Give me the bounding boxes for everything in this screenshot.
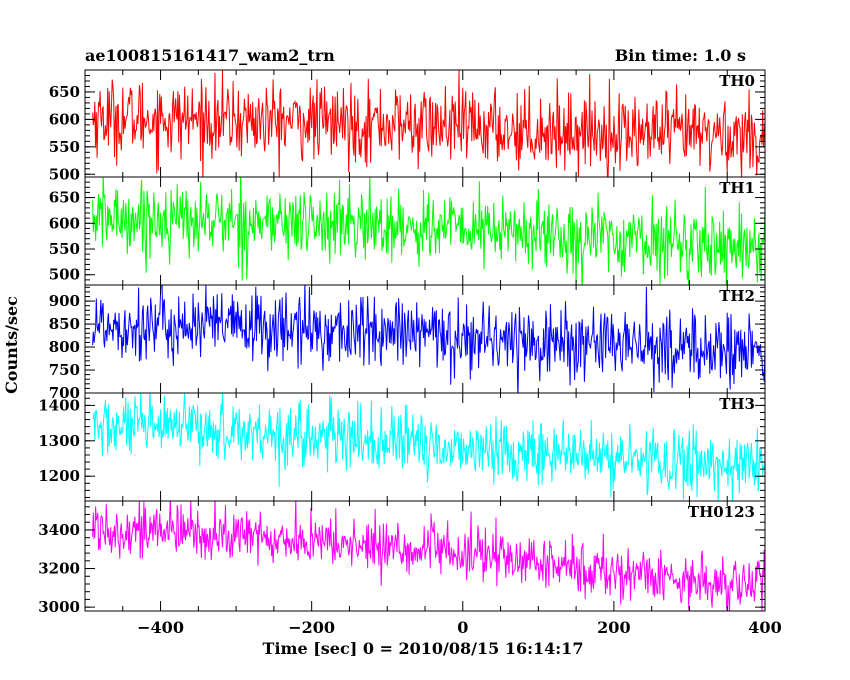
y-tick-label: 3400 bbox=[38, 521, 80, 539]
y-tick-label: 850 bbox=[49, 315, 80, 333]
x-tick-label: 0 bbox=[457, 618, 468, 637]
x-tick-label: 400 bbox=[748, 618, 781, 637]
chart-title: ae100815161417_wam2_trn bbox=[85, 46, 335, 65]
panel-th0: 500 550 600 650 TH0 bbox=[49, 69, 766, 183]
panel-label-th3: TH3 bbox=[719, 395, 755, 413]
bin-time-label: Bin time: 1.0 s bbox=[615, 46, 746, 65]
y-tick-label: 650 bbox=[49, 189, 80, 207]
panel-label-th2: TH2 bbox=[719, 287, 755, 305]
series-line-th0123 bbox=[92, 501, 765, 611]
x-tick-label: −400 bbox=[137, 618, 184, 637]
series-line-th0 bbox=[92, 70, 765, 177]
panel-label-th0: TH0 bbox=[719, 72, 755, 90]
panels-group: 500 550 600 650 TH0 500 550 600 650 TH1 700 750 800 8… bbox=[38, 69, 782, 637]
x-tick-label: −200 bbox=[288, 618, 335, 637]
series-line-th3 bbox=[92, 393, 765, 501]
panel-label-th0123: TH0123 bbox=[688, 503, 755, 521]
y-tick-label: 750 bbox=[49, 361, 80, 379]
y-tick-label: 1200 bbox=[38, 467, 80, 485]
y-tick-label: 550 bbox=[49, 240, 80, 258]
y-tick-label: 900 bbox=[49, 292, 80, 310]
y-tick-label: 550 bbox=[49, 138, 80, 156]
series-line-th2 bbox=[92, 285, 765, 393]
y-tick-label: 600 bbox=[49, 214, 80, 232]
y-tick-label: 500 bbox=[49, 165, 80, 183]
panel-th2: 700 750 800 850 900 TH2 bbox=[49, 284, 766, 402]
y-tick-label: 3000 bbox=[38, 598, 80, 616]
series-line-th1 bbox=[92, 177, 765, 285]
x-axis-label: Time [sec] 0 = 2010/08/15 16:14:17 bbox=[263, 639, 584, 658]
panel-th1: 500 550 600 650 TH1 bbox=[49, 176, 766, 286]
y-tick-label: 1300 bbox=[38, 432, 80, 450]
panel-th0123: 3000 3200 3400 TH0123 bbox=[38, 500, 766, 616]
y-tick-label: 500 bbox=[49, 266, 80, 284]
y-tick-label: 700 bbox=[49, 384, 80, 402]
y-axis-label: Counts/sec bbox=[2, 296, 21, 394]
y-tick-label: 800 bbox=[49, 338, 80, 356]
panel-th3: 1200 1300 1400 TH3 bbox=[38, 392, 766, 502]
y-tick-label: 3200 bbox=[38, 560, 80, 578]
x-tick-label: 200 bbox=[597, 618, 630, 637]
panel-label-th1: TH1 bbox=[719, 179, 755, 197]
y-tick-label: 1400 bbox=[38, 396, 80, 414]
y-tick-label: 650 bbox=[49, 83, 80, 101]
y-tick-label: 600 bbox=[49, 110, 80, 128]
